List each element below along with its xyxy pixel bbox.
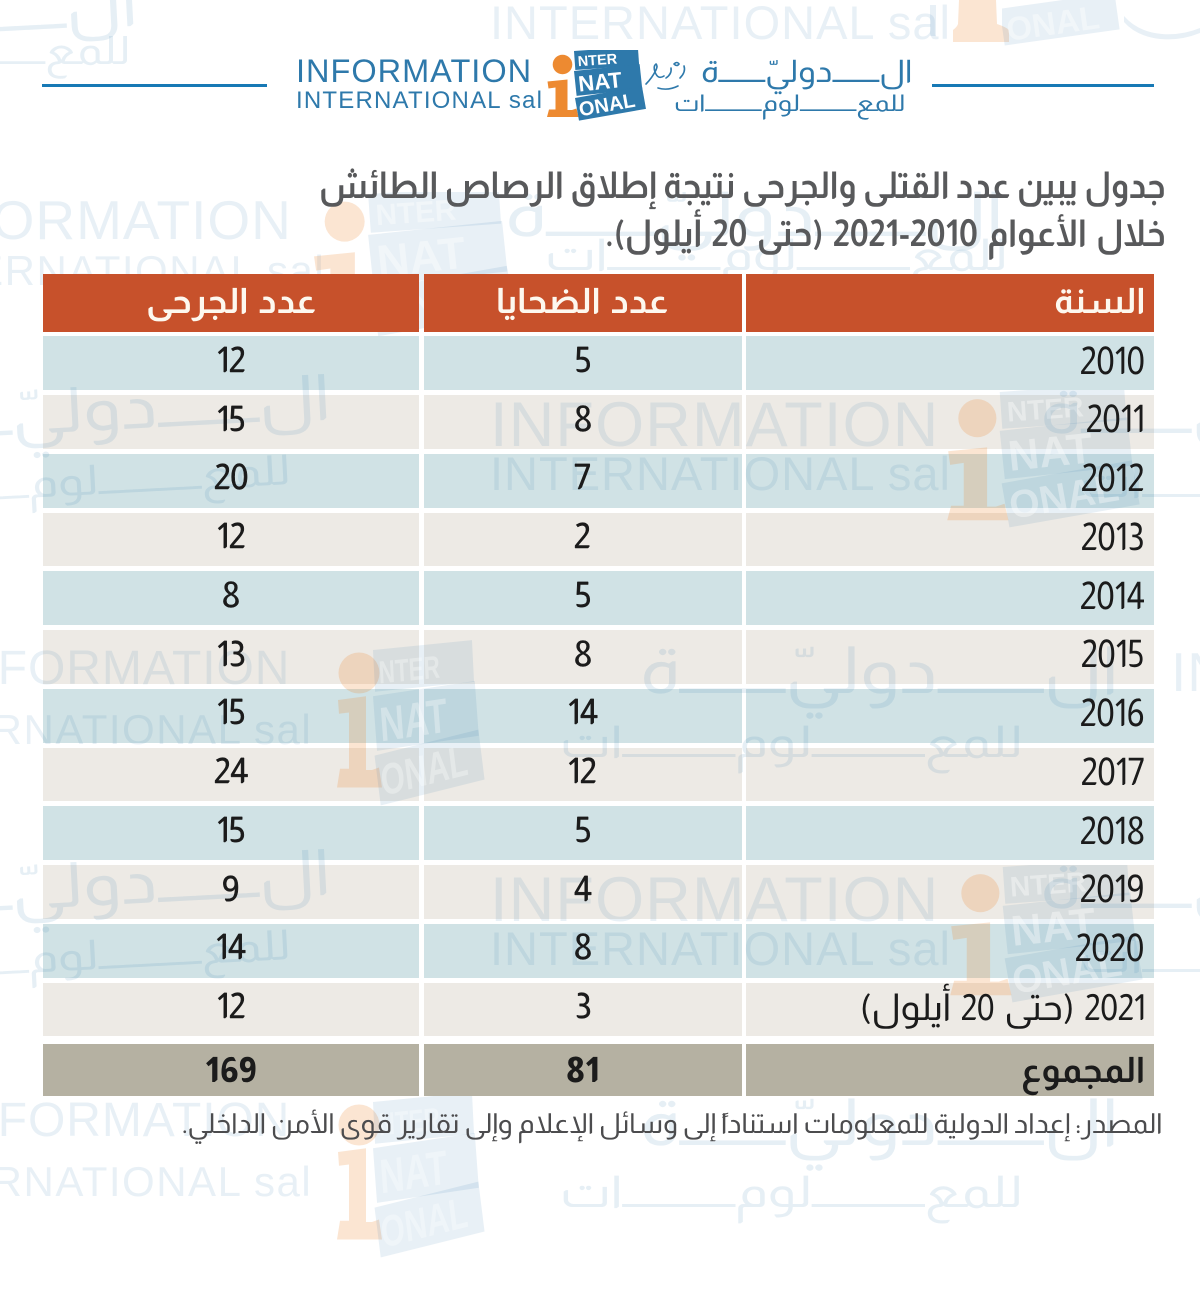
svg-text:NTER: NTER xyxy=(1009,865,1088,902)
svg-text:NAT: NAT xyxy=(1009,899,1098,956)
svg-text:NTER: NTER xyxy=(375,194,458,233)
svg-text:NAT: NAT xyxy=(1006,424,1095,481)
svg-text:NAT: NAT xyxy=(378,688,450,752)
svg-text:NTER: NTER xyxy=(1006,390,1085,427)
svg-text:NTER: NTER xyxy=(378,649,441,691)
svg-text:NTER: NTER xyxy=(577,51,618,70)
